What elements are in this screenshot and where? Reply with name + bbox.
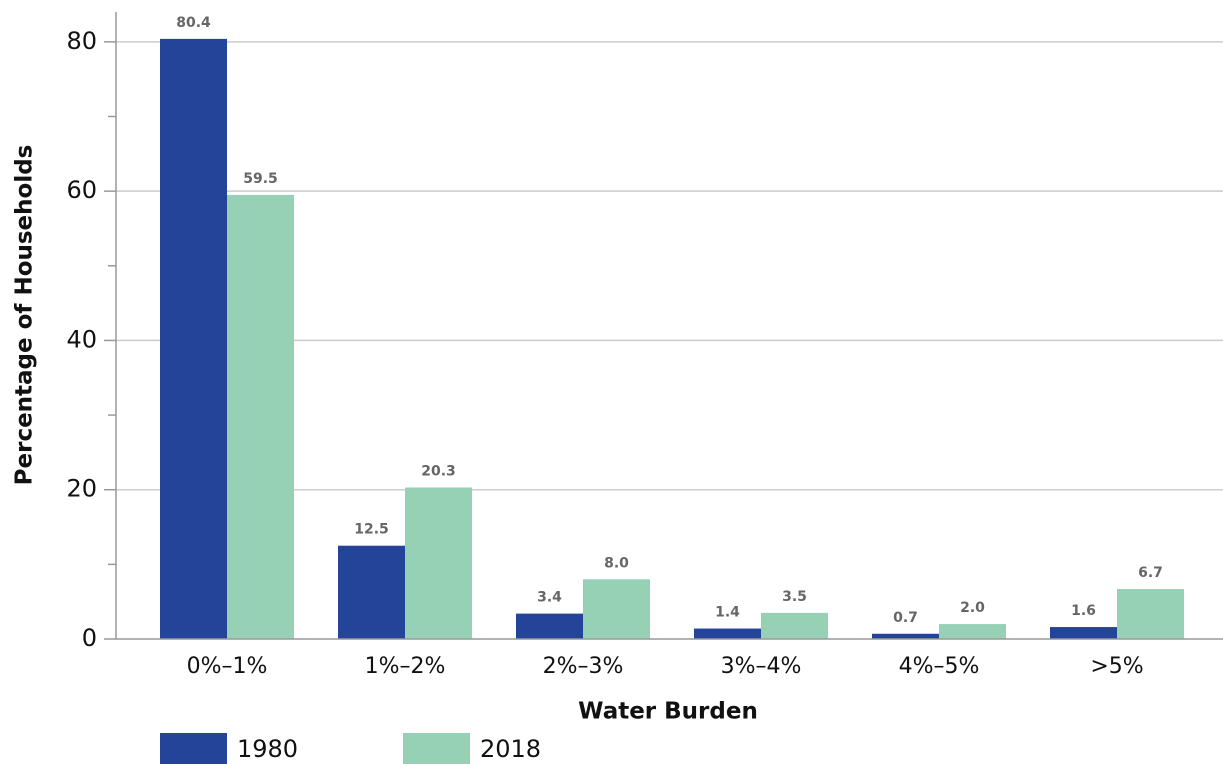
value-label: 6.7 (1138, 565, 1163, 581)
bar (1117, 588, 1184, 639)
value-label: 12.5 (354, 522, 389, 538)
value-label: 8.0 (604, 555, 629, 571)
x-tick-label: 2%–3% (543, 654, 624, 679)
legend-swatch (403, 733, 470, 764)
legend-label: 1980 (237, 735, 298, 763)
legend-label: 2018 (480, 735, 541, 763)
y-tick-label: 80 (66, 27, 97, 55)
value-label: 1.6 (1071, 603, 1096, 619)
bar (872, 633, 939, 639)
value-label: 0.7 (893, 610, 918, 626)
value-label: 80.4 (176, 15, 211, 31)
x-tick-label: 3%–4% (721, 654, 802, 679)
x-tick-label: 4%–5% (899, 654, 980, 679)
x-tick-label: 1%–2% (365, 654, 446, 679)
bar (338, 545, 405, 639)
x-tick-label: >5% (1090, 654, 1143, 679)
bar (516, 613, 583, 639)
value-label: 3.4 (537, 590, 562, 606)
bar (583, 579, 650, 639)
bar (160, 38, 227, 639)
value-label: 59.5 (243, 171, 278, 187)
value-label: 20.3 (421, 463, 456, 479)
y-tick-label: 40 (66, 325, 97, 353)
bar (939, 624, 1006, 639)
bar (694, 628, 761, 639)
y-tick-label: 20 (66, 475, 97, 503)
bar (761, 612, 828, 639)
y-tick-label: 60 (66, 176, 97, 204)
bar (227, 194, 294, 639)
value-label: 1.4 (715, 605, 740, 621)
y-tick-label: 0 (82, 624, 97, 652)
y-axis-title: Percentage of Households (12, 145, 38, 486)
bar (405, 487, 472, 639)
bar (1050, 627, 1117, 639)
value-label: 3.5 (782, 589, 807, 605)
value-label: 2.0 (960, 600, 985, 616)
x-tick-label: 0%–1% (187, 654, 268, 679)
x-axis-title: Water Burden (578, 699, 758, 725)
legend-swatch (160, 733, 227, 764)
